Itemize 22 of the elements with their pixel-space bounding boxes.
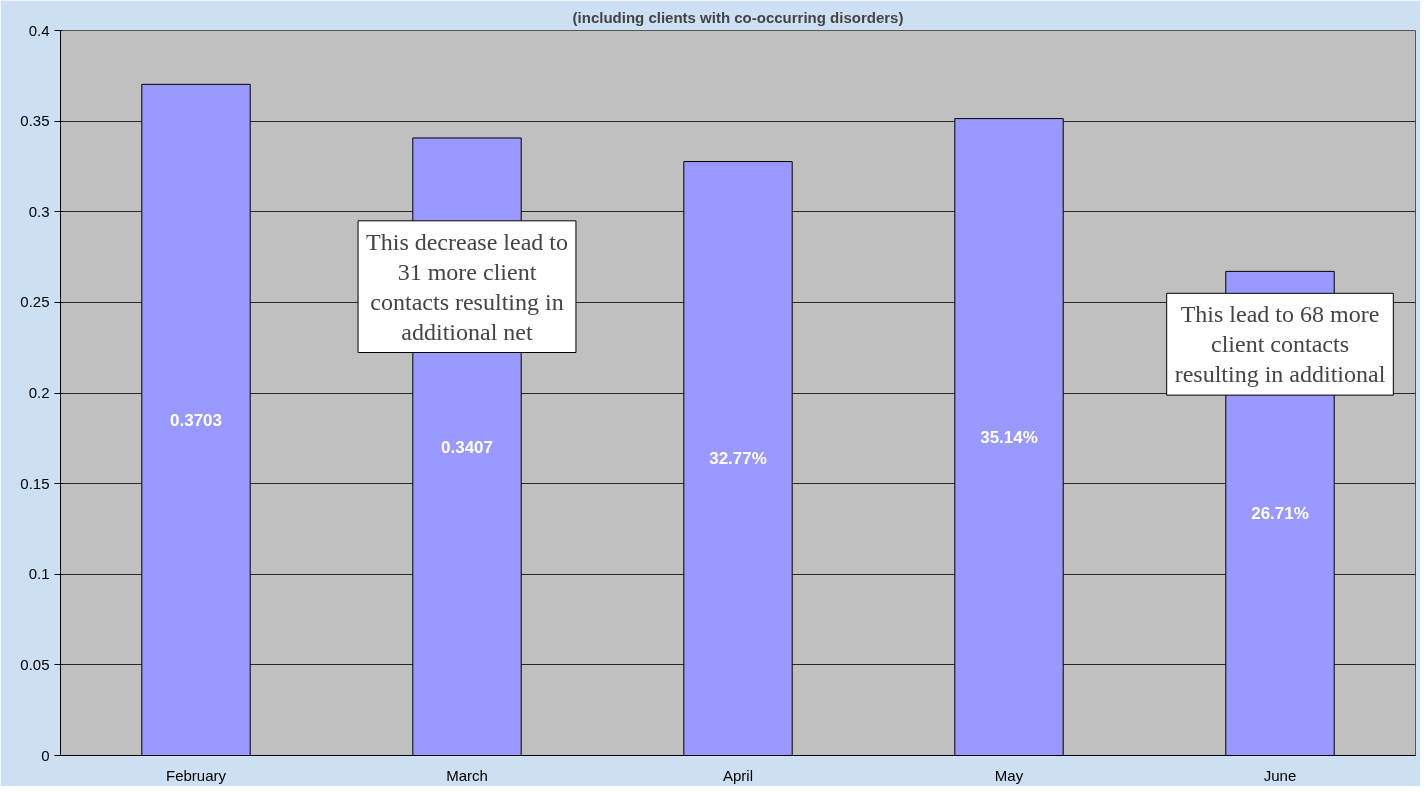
annotation: This lead to 68 more client contacts resulting in additional (1174, 301, 1386, 388)
x-tick-label: April (723, 766, 754, 784)
y-tick-label: 0.2 (28, 384, 50, 401)
y-tick-label: 0.35 (20, 112, 50, 130)
chart-subtitle: (including clients with co-occurring disorders) (572, 8, 904, 26)
annotation: This decrease lead to 31 more client contacts resulting in additional net (366, 228, 568, 345)
y-tick-label: 0.25 (20, 293, 50, 311)
data-label: 32.77% (709, 449, 767, 469)
data-label: 0.3407 (441, 437, 493, 457)
y-tick-label: 0.05 (20, 655, 50, 673)
x-tick-label: May (994, 766, 1024, 784)
y-tick-label: 0 (41, 746, 50, 764)
data-label: 0.3703 (170, 410, 222, 430)
y-tick-label: 0.1 (28, 565, 50, 583)
y-tick-label: 0.4 (28, 21, 50, 39)
y-tick-label: 0.15 (20, 474, 50, 492)
x-tick-label: June (1263, 766, 1297, 784)
data-label: 26.71% (1251, 503, 1309, 523)
y-tick-label: 0.3 (28, 202, 50, 220)
data-label: 35.14% (980, 427, 1038, 447)
x-tick-label: February (165, 766, 227, 784)
x-tick-label: March (446, 766, 488, 784)
